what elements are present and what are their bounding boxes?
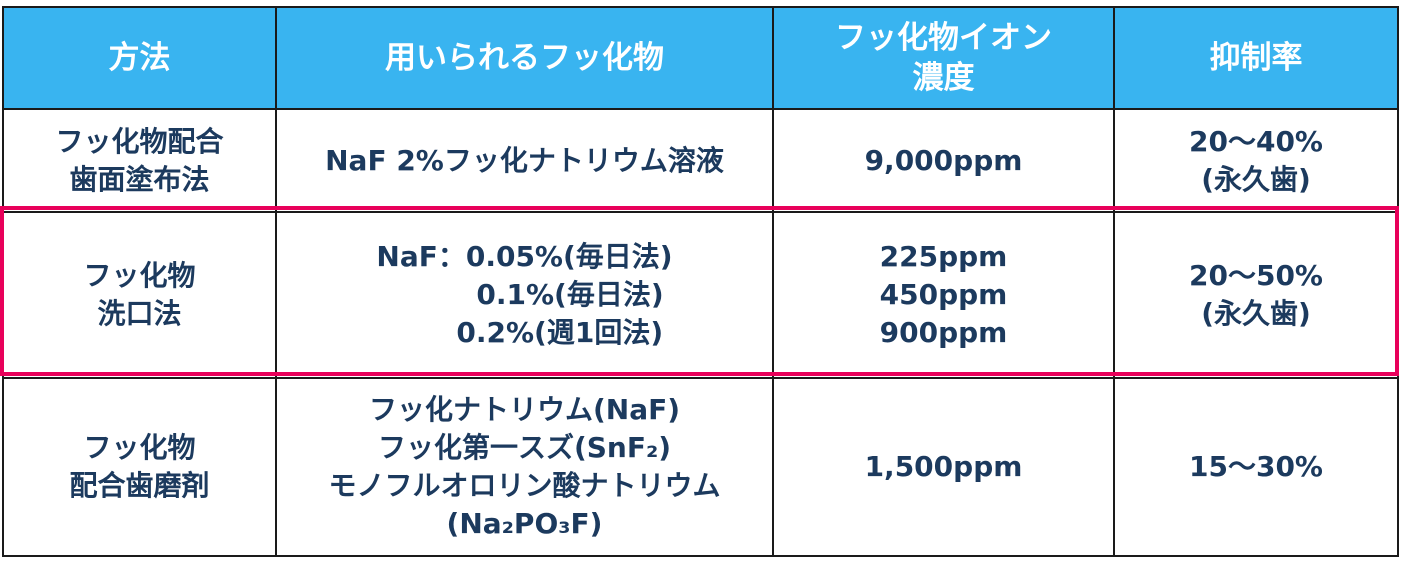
header-concentration-line2: 濃度	[912, 60, 975, 96]
cell-rate: 15～30%	[1113, 377, 1399, 557]
cell-rate: 20～40% (永久歯)	[1113, 108, 1399, 213]
cell-method: フッ化物配合 歯面塗布法	[2, 108, 277, 213]
table-row-mouth-rinse: フッ化物 洗口法 NaF：0.05%(毎日法) 0.1%(毎日法) 0.2%(週…	[2, 211, 1399, 379]
header-compound: 用いられるフッ化物	[275, 6, 774, 110]
concentration-line: 900ppm	[879, 316, 1008, 349]
header-rate: 抑制率	[1113, 6, 1399, 110]
compound-line: NaF 2%フッ化ナトリウム溶液	[325, 143, 724, 177]
header-concentration: フッ化物イオン 濃度	[772, 6, 1115, 110]
cell-method: フッ化物 洗口法	[2, 211, 277, 379]
header-concentration-line1: フッ化物イオン	[835, 20, 1052, 56]
fluoride-methods-table: 方法 用いられるフッ化物 フッ化物イオン 濃度 抑制率 フッ化物配合 歯面塗布法…	[2, 6, 1399, 557]
compound-line: フッ化ナトリウム(NaF)	[368, 393, 681, 426]
compound-line: 0.2%(週1回法)	[456, 316, 664, 349]
compound-line: NaF：0.05%(毎日法)	[376, 240, 673, 273]
compound-line: フッ化第一スズ(SnF₂)	[377, 431, 672, 464]
method-line: フッ化物	[83, 431, 196, 464]
cell-compound: NaF：0.05%(毎日法) 0.1%(毎日法) 0.2%(週1回法)	[275, 211, 774, 379]
cell-concentration: 225ppm 450ppm 900ppm	[772, 211, 1115, 379]
concentration-line: 450ppm	[879, 278, 1008, 311]
method-line: フッ化物配合	[55, 124, 224, 158]
cell-concentration: 9,000ppm	[772, 108, 1115, 213]
concentration-line: 225ppm	[879, 240, 1008, 273]
compound-line: (Na₂PO₃F)	[446, 507, 603, 540]
cell-rate: 20～50% (永久歯)	[1113, 211, 1399, 379]
cell-method: フッ化物 配合歯磨剤	[2, 377, 277, 557]
cell-compound: NaF 2%フッ化ナトリウム溶液	[275, 108, 774, 213]
rate-line: 20～50%	[1189, 259, 1323, 292]
rate-line: 15～30%	[1189, 450, 1323, 483]
rate-line: (永久歯)	[1201, 297, 1311, 330]
rate-line: (永久歯)	[1201, 162, 1311, 196]
rate-line: 20～40%	[1189, 124, 1323, 158]
compound-line: モノフルオロリン酸ナトリウム	[328, 469, 721, 502]
method-line: 歯面塗布法	[69, 162, 210, 196]
table-row-fluoride-toothpaste: フッ化物 配合歯磨剤 フッ化ナトリウム(NaF) フッ化第一スズ(SnF₂) モ…	[2, 377, 1399, 557]
compound-lines: NaF：0.05%(毎日法) 0.1%(毎日法) 0.2%(週1回法)	[376, 238, 672, 352]
concentration-line: 9,000ppm	[864, 143, 1023, 177]
table-row-topical-application: フッ化物配合 歯面塗布法 NaF 2%フッ化ナトリウム溶液 9,000ppm 2…	[2, 108, 1399, 213]
method-line: 洗口法	[97, 297, 182, 330]
header-method: 方法	[2, 6, 277, 110]
method-line: フッ化物	[83, 259, 196, 292]
concentration-line: 1,500ppm	[864, 450, 1023, 483]
method-line: 配合歯磨剤	[69, 469, 210, 502]
cell-concentration: 1,500ppm	[772, 377, 1115, 557]
cell-compound: フッ化ナトリウム(NaF) フッ化第一スズ(SnF₂) モノフルオロリン酸ナトリ…	[275, 377, 774, 557]
compound-line: 0.1%(毎日法)	[476, 278, 664, 311]
table-header-row: 方法 用いられるフッ化物 フッ化物イオン 濃度 抑制率	[2, 6, 1399, 110]
